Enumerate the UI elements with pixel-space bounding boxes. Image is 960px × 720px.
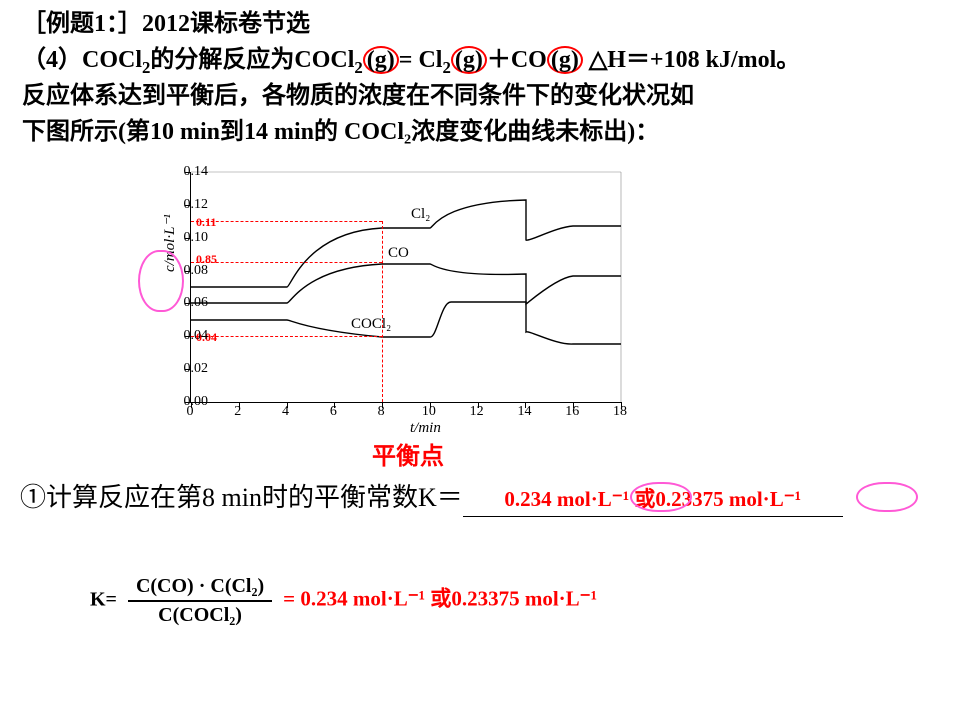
red-label-0.11: 0.11 (196, 215, 216, 230)
k-fraction: C(CO) · C(Cl₂) C(COCl₂) (128, 575, 272, 627)
title-line-3: 反应体系达到平衡后，各物质的浓度在不同条件下的变化状况如 (22, 78, 800, 114)
circle-g-1: (g) (363, 46, 399, 74)
ylabel: 0.10 (184, 230, 209, 246)
ylabel: 0.12 (184, 197, 209, 213)
ylabel: 0.02 (184, 361, 209, 377)
q1-text: ①计算反应在第8 min时的平衡常数K＝ (20, 483, 463, 512)
title-line-4: 下图所示(第10 min到14 min的 COCl₂浓度变化曲线未标出)： (22, 114, 800, 150)
pink-circle-ans-1 (630, 482, 692, 512)
pink-circle-yaxis (138, 250, 184, 312)
label-cocl2: COCl₂ (351, 316, 391, 333)
curve-co (191, 264, 621, 304)
xlabel: 4 (282, 404, 289, 420)
red-dash-3 (191, 336, 382, 337)
curve-cocl2 (191, 302, 621, 344)
xlabel: 18 (613, 404, 627, 420)
label-cl2: Cl₂ (411, 206, 430, 223)
ylabel: 0.06 (184, 295, 209, 311)
k-result: = 0.234 mol·L⁻¹ 或0.23375 mol·L⁻¹ (283, 587, 597, 611)
red-dash-v (382, 221, 383, 402)
xlabel: 16 (565, 404, 579, 420)
xlabel: 2 (234, 404, 241, 420)
red-dash-2 (191, 262, 382, 263)
k-prefix: K= (90, 589, 117, 611)
k-denominator: C(COCl₂) (128, 600, 272, 627)
title-line-2: （4）COCl2的分解反应为COCl2(g)= Cl2(g)＋CO(g) △H＝… (22, 42, 800, 78)
ylabel: 0.04 (184, 328, 209, 344)
ylabel: 0.14 (184, 164, 209, 180)
k-numerator: C(CO) · C(Cl₂) (128, 575, 272, 600)
equilibrium-point-label: 平衡点 (372, 436, 444, 471)
pink-circle-ans-2 (856, 482, 918, 512)
concentration-chart: c/mol·L⁻¹ t/min Cl₂ CO COCl₂ 0.11 0.85 (120, 162, 640, 432)
label-co: CO (388, 245, 409, 262)
ylabel: 0.08 (184, 263, 209, 279)
k-formula: K= C(CO) · C(Cl₂) C(COCl₂) = 0.234 mol·L… (90, 575, 597, 627)
xlabel: 0 (187, 404, 194, 420)
curve-cl2 (191, 200, 621, 287)
circle-g-2: (g) (451, 46, 487, 74)
problem-text: ［例题1：］2012课标卷节选 （4）COCl2的分解反应为COCl2(g)= … (22, 6, 800, 150)
chart-axes: Cl₂ CO COCl₂ (190, 172, 621, 403)
xlabel: 8 (378, 404, 385, 420)
circle-g-3: (g) (547, 46, 583, 74)
xlabel: 14 (517, 404, 531, 420)
red-dash-1 (191, 221, 382, 222)
title-line-1: ［例题1：］2012课标卷节选 (22, 6, 800, 42)
xlabel: 12 (470, 404, 484, 420)
xlabel: 10 (422, 404, 436, 420)
xlabel: 6 (330, 404, 337, 420)
question-1: ①计算反应在第8 min时的平衡常数K＝0.234 mol·L⁻¹ 或0.233… (20, 480, 843, 517)
x-axis-title: t/min (410, 420, 441, 437)
chart-svg (191, 172, 621, 402)
